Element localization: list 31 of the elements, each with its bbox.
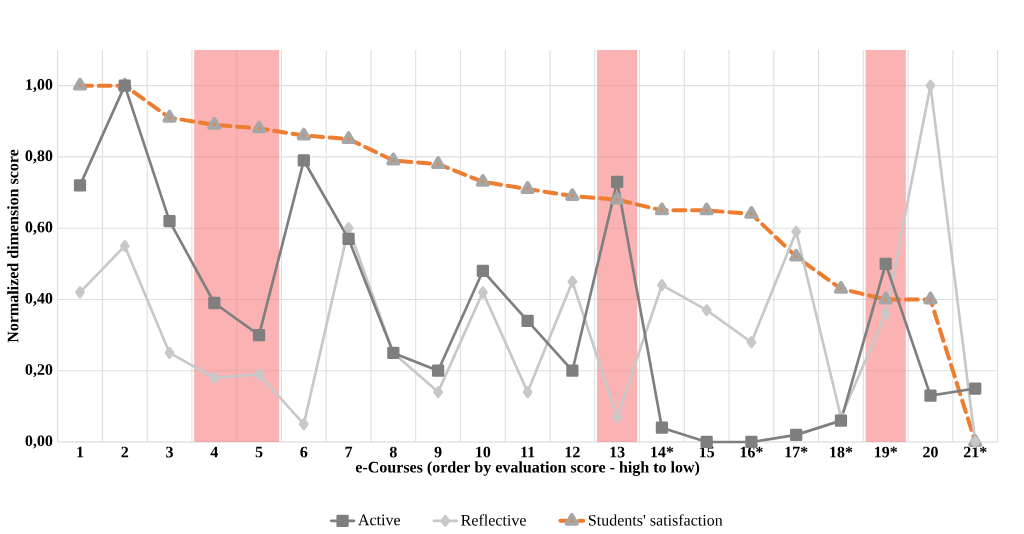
x-tick-label: 8 (389, 446, 397, 458)
y-axis-title: Normalized dimension score (7, 149, 19, 343)
y-tick-label: 0,00 (25, 435, 53, 449)
y-tick-label: 1,00 (26, 79, 53, 93)
y-tick-label: 0,20 (25, 364, 53, 378)
x-tick-label: 17* (785, 446, 808, 458)
x-axis-title: e-Courses (order by evaluation score - high to low) (355, 461, 700, 476)
x-tick-label: 14* (651, 446, 674, 458)
x-tick-label: 20 (923, 446, 938, 458)
legend-label: Reflective (461, 514, 526, 526)
x-tick-label: 7 (345, 446, 353, 458)
x-tick-label: 1 (77, 446, 84, 458)
x-tick-label: 16* (740, 446, 763, 458)
x-tick-label: 18* (830, 446, 853, 458)
x-tick-label: 3 (166, 446, 173, 458)
y-tick-label: 0,40 (25, 292, 53, 306)
y-tick-label: 0,60 (25, 221, 53, 235)
x-tick-label: 21* (963, 446, 987, 458)
x-tick-label: 12 (565, 446, 580, 458)
legend-label: Active (358, 514, 401, 526)
y-tick-label: 0,80 (25, 150, 53, 164)
x-tick-label: 2 (121, 446, 129, 458)
x-tick-label: 19* (874, 446, 898, 458)
x-tick-label: 6 (300, 446, 308, 458)
legend-label: Students' satisfaction (588, 514, 723, 526)
x-tick-label: 10 (476, 446, 491, 458)
x-tick-label: 13 (610, 446, 625, 458)
x-tick-label: 11 (521, 446, 535, 458)
x-tick-label: 4 (210, 446, 218, 458)
x-tick-label: 9 (434, 446, 442, 458)
x-tick-label: 5 (255, 446, 263, 458)
